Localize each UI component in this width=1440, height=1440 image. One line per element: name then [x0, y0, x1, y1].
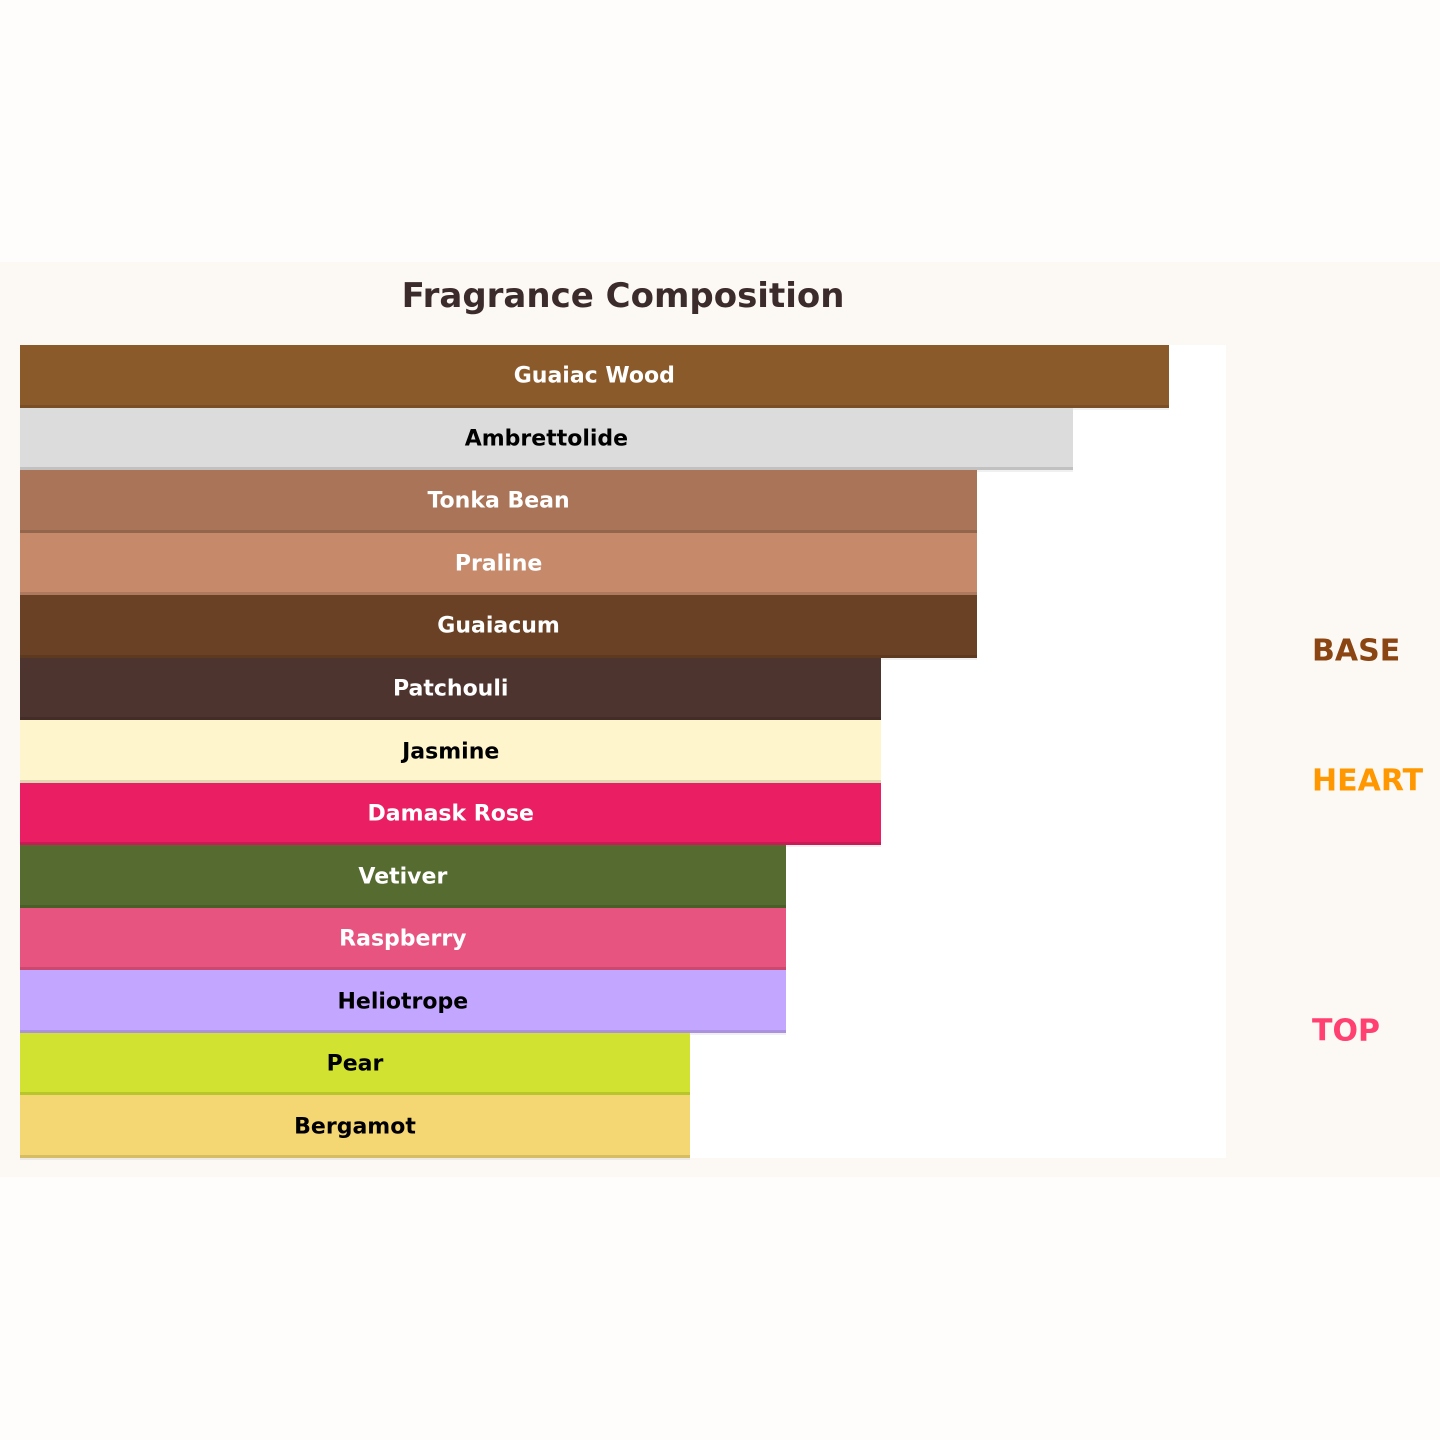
bar-label: Patchouli [392, 676, 509, 702]
bar-label: Praline [454, 551, 543, 577]
bar-label: Heliotrope [337, 989, 469, 1015]
bar-bergamot [20, 1095, 690, 1158]
stage-label-top: TOP [1312, 1013, 1380, 1049]
bar-tonka-bean [20, 470, 978, 533]
bar-guaiac-wood [20, 345, 1169, 408]
chart-title: Fragrance Composition [401, 276, 845, 316]
bar-label: Vetiver [358, 864, 448, 890]
bar-patchouli [20, 657, 882, 721]
figure: Fragrance Composition Guaiac Wood Ambrett… [0, 262, 1440, 1177]
bar-label: Bergamot [294, 1114, 416, 1140]
bar-label: Raspberry [339, 926, 467, 952]
bar-heliotrope [20, 970, 786, 1033]
bar-damask-rose [20, 782, 882, 846]
bar-ambrettolide [20, 407, 1073, 471]
plot-area: Guaiac Wood Ambrettolide Tonka Bean Praline… [20, 345, 1226, 1158]
stage-label-base: BASE [1312, 633, 1401, 669]
bar-pear [20, 1032, 690, 1096]
bar-label: Damask Rose [367, 801, 534, 827]
stage-label-heart: HEART [1312, 763, 1424, 799]
bar-vetiver [20, 845, 786, 908]
bar-label: Guaiacum [437, 613, 560, 639]
bar-label: Pear [326, 1051, 384, 1077]
bar-label: Jasmine [402, 739, 500, 764]
bar-label: Ambrettolide [464, 426, 629, 452]
bar-raspberry [20, 907, 786, 971]
bar-label: Guaiac Wood [513, 363, 675, 389]
bar-praline [20, 532, 978, 596]
bar-guaiacum [20, 595, 978, 658]
bar-jasmine [20, 720, 882, 783]
bar-label: Tonka Bean [427, 488, 570, 514]
